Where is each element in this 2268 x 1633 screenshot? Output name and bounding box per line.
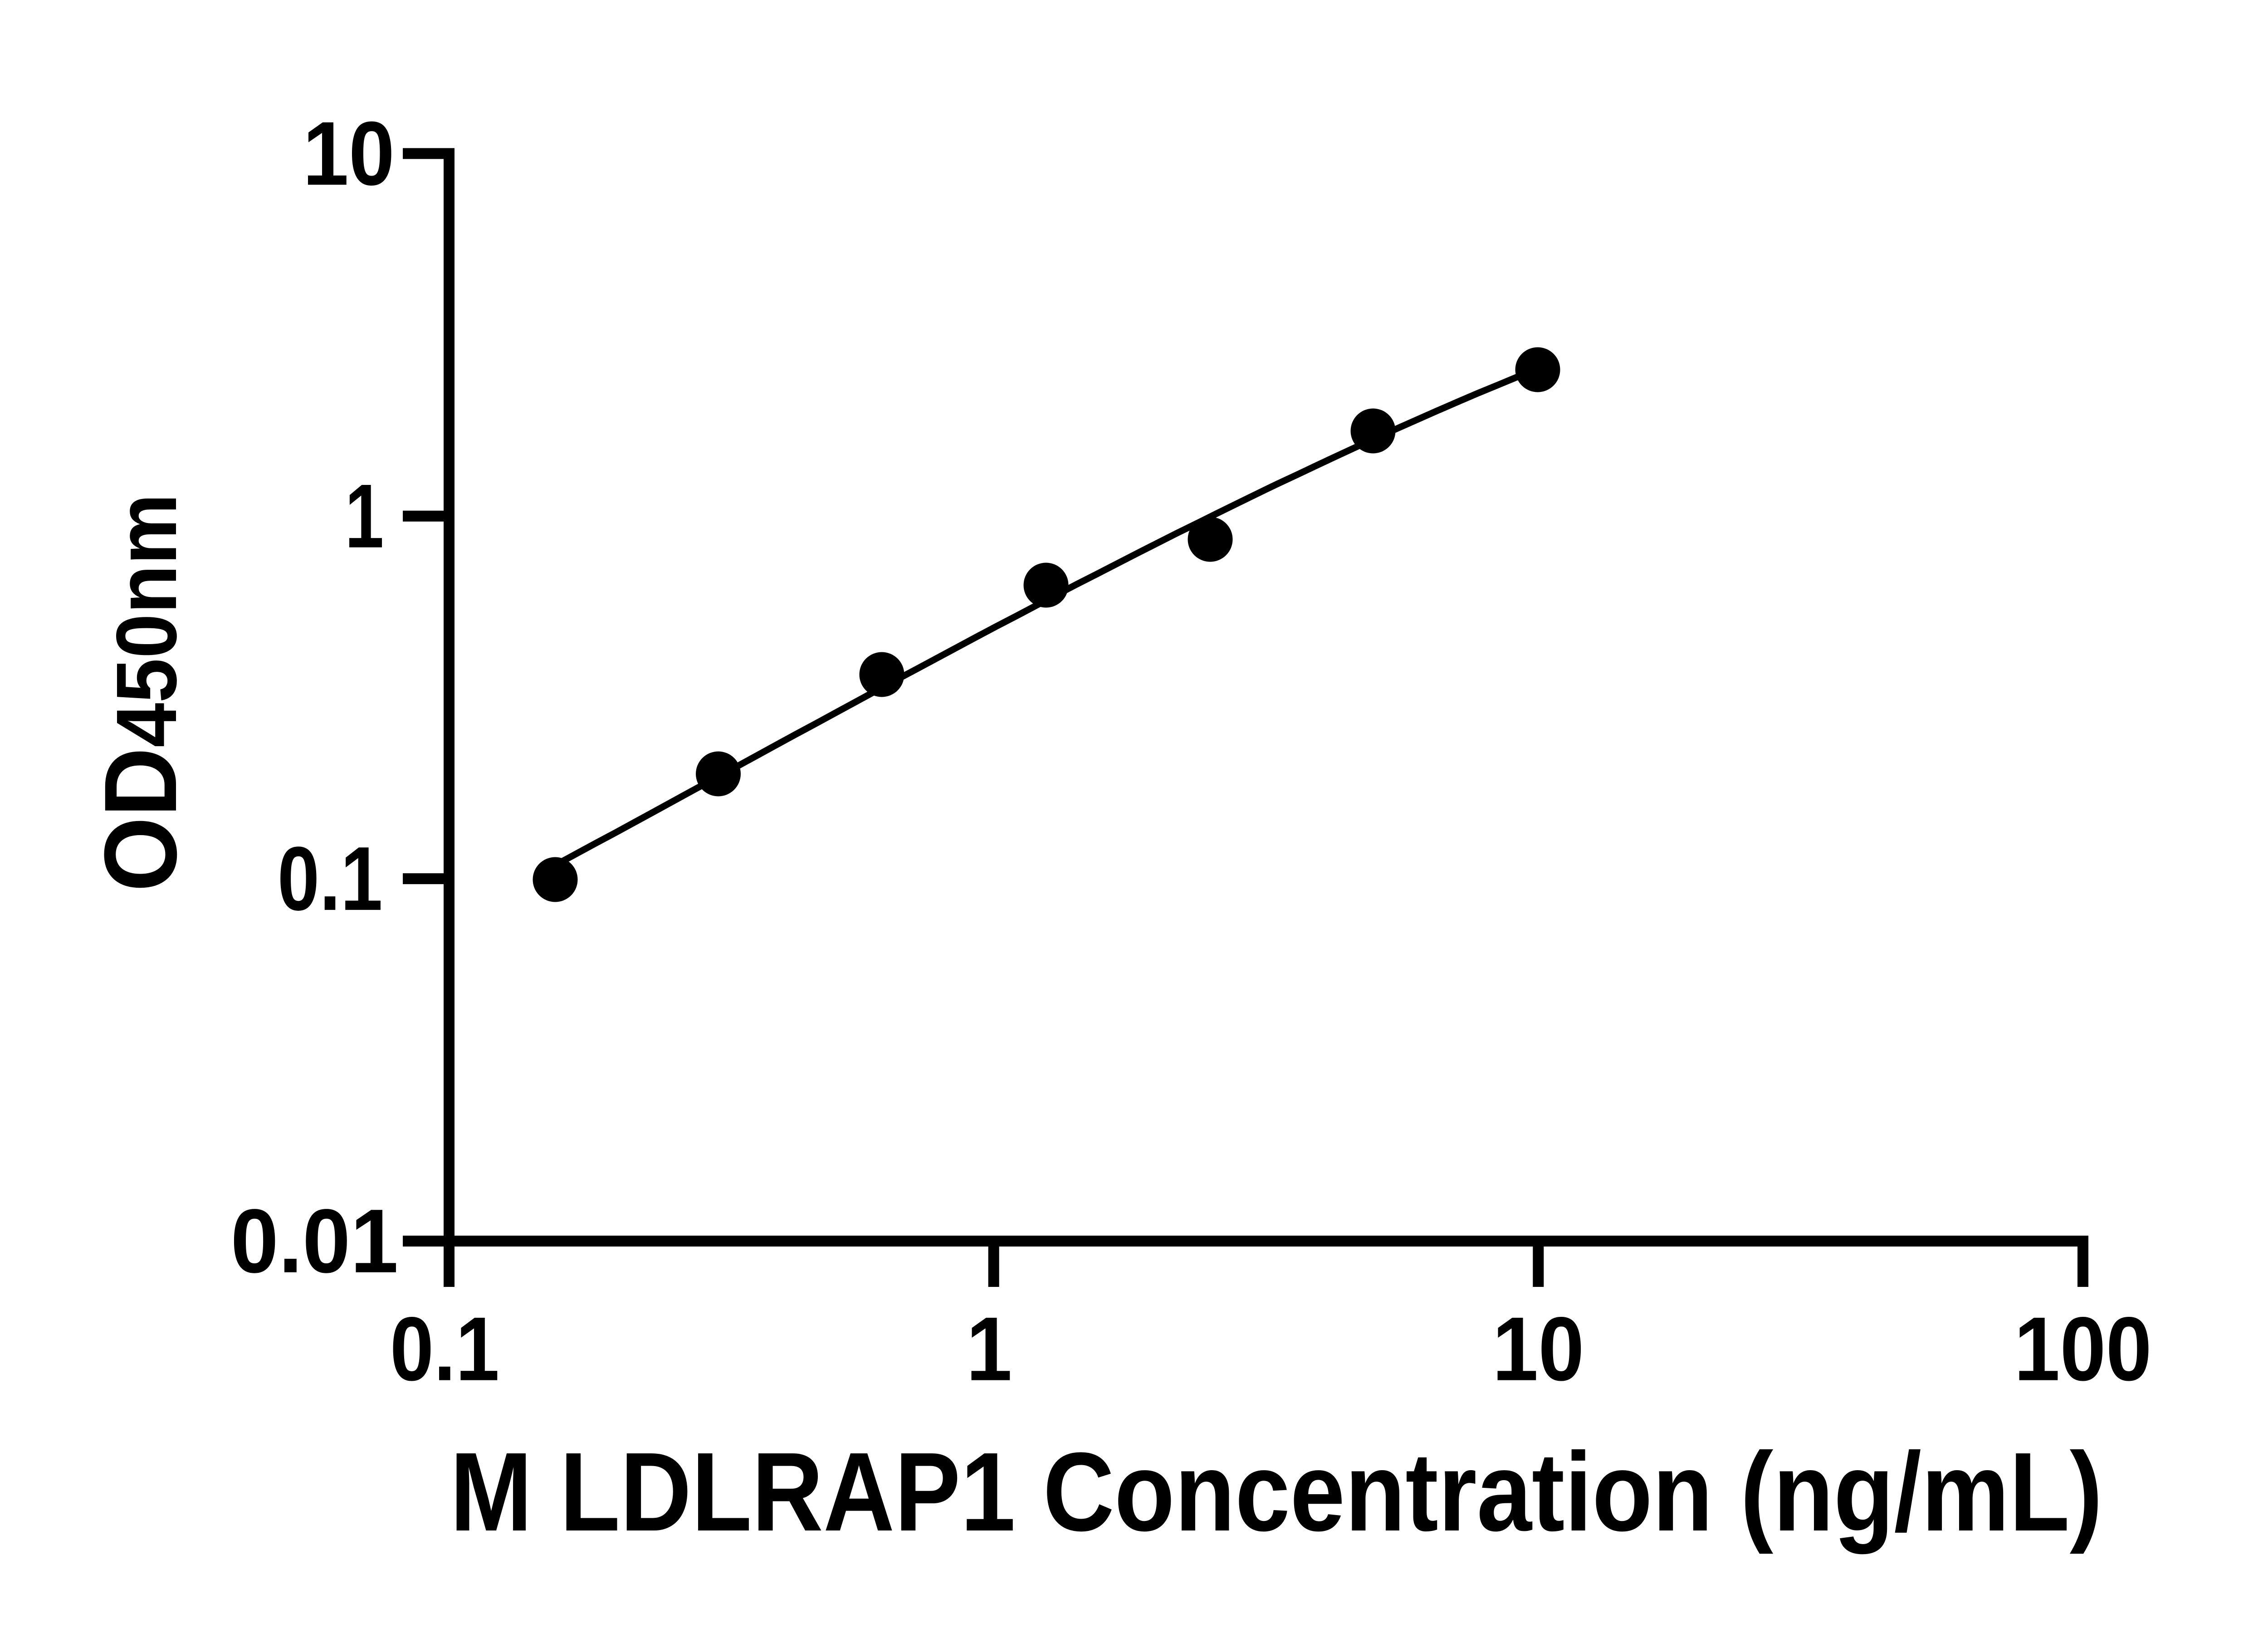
svg-text:1: 1 [345, 465, 384, 567]
svg-text:0.1: 0.1 [390, 1298, 499, 1399]
svg-text:M LDLRAP1 Concentration (ng/mL: M LDLRAP1 Concentration (ng/mL) [450, 1429, 2102, 1555]
svg-text:0.1: 0.1 [278, 828, 383, 930]
svg-text:100: 100 [2014, 1298, 2152, 1400]
svg-text:1: 1 [966, 1298, 1012, 1400]
svg-text:10: 10 [303, 103, 395, 204]
svg-text:0.01: 0.01 [230, 1190, 398, 1292]
svg-text:10: 10 [1492, 1298, 1584, 1400]
svg-text:OD450nm: OD450nm [83, 494, 198, 892]
